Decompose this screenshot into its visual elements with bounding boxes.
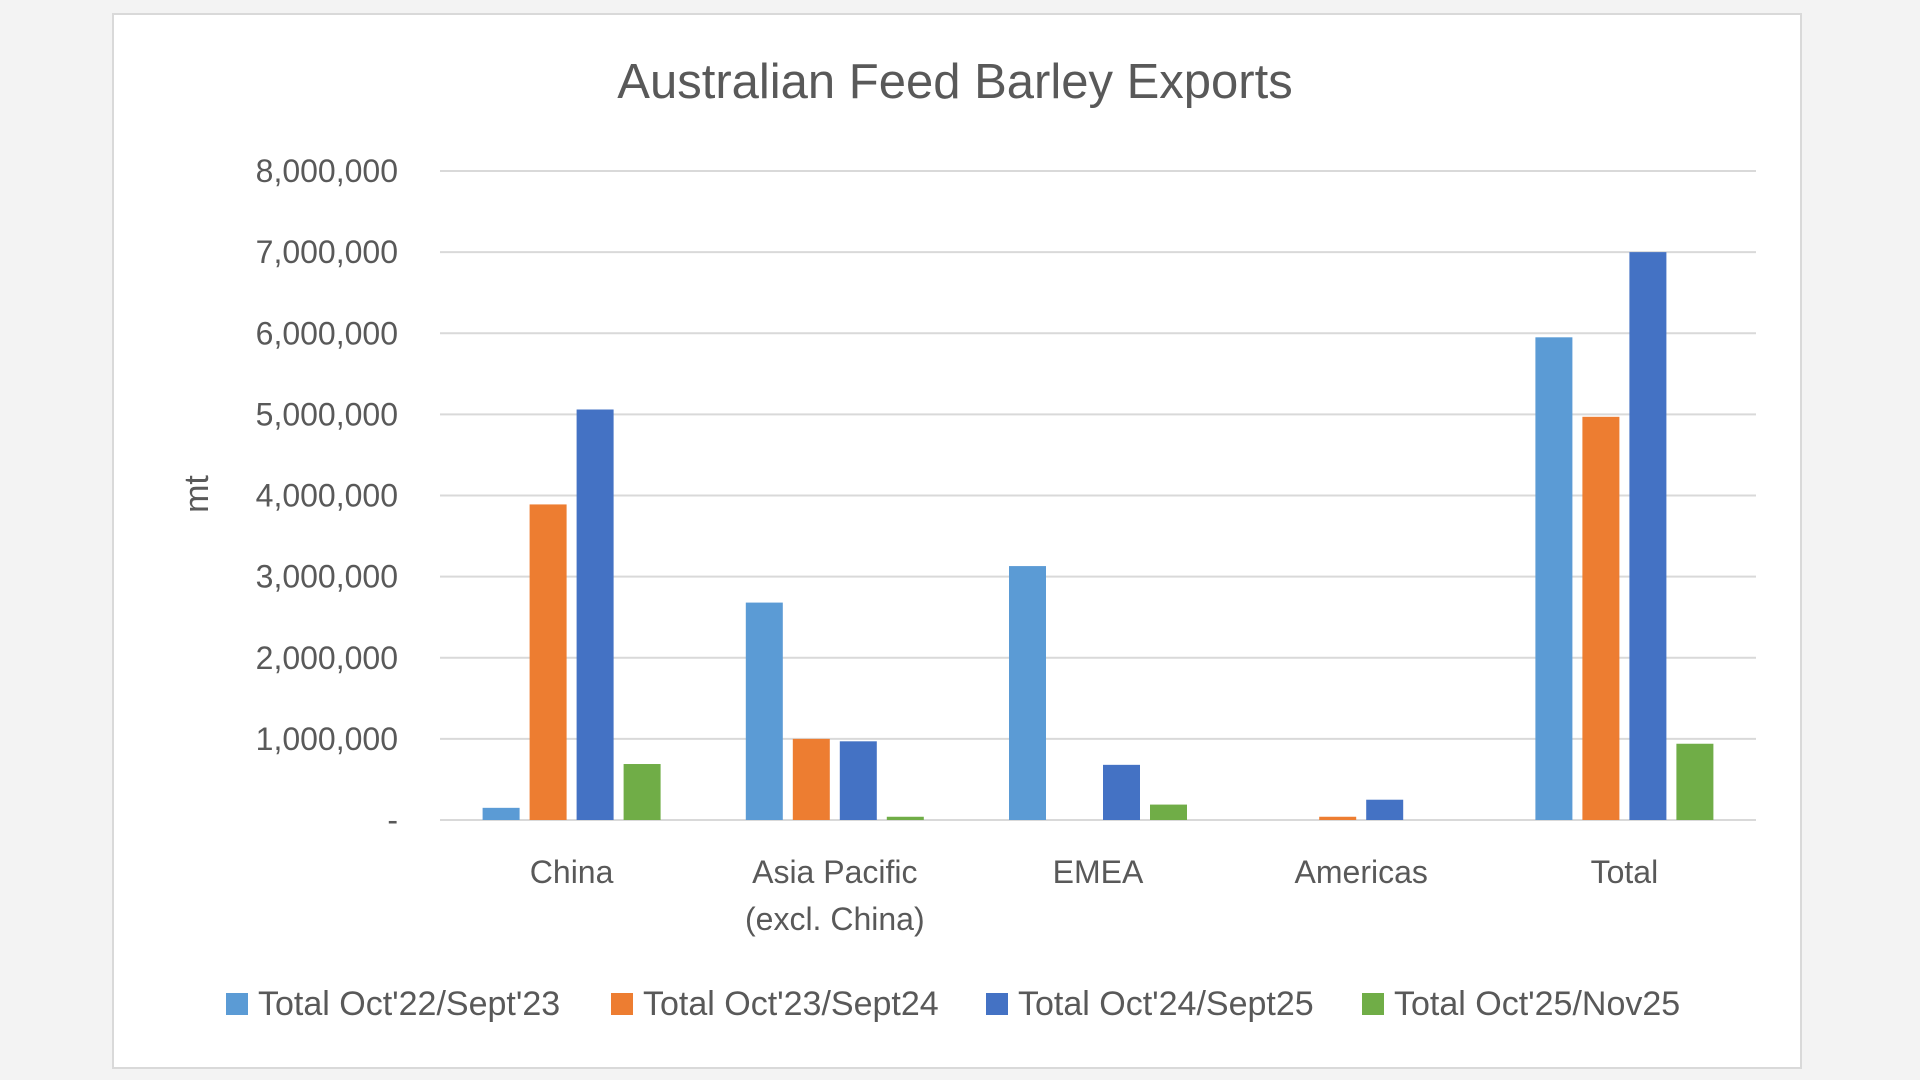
y-tick-label: -: [387, 802, 398, 838]
bar: [839, 741, 877, 820]
x-axis-categories: China Asia Pacific (excl. China) EMEA Americ…: [530, 854, 1658, 937]
bar: [623, 764, 661, 820]
legend-label: Total Oct'22/Sept'23: [258, 985, 560, 1023]
bars: [482, 252, 1714, 820]
bar: [1629, 252, 1667, 820]
chart-title: Australian Feed Barley Exports: [617, 55, 1292, 109]
bar: [792, 738, 830, 820]
bar: [1103, 764, 1140, 820]
y-tick-label: 8,000,000: [256, 153, 398, 189]
legend-label: Total Oct'24/Sept25: [1018, 985, 1314, 1023]
x-category-label: Asia Pacific: [752, 854, 917, 890]
x-category-label: (excl. China): [745, 901, 925, 937]
legend-swatch: [611, 993, 633, 1015]
legend-swatch: [226, 993, 248, 1015]
x-category-label: EMEA: [1053, 854, 1144, 890]
y-axis-ticks: - 1,000,000 2,000,000 3,000,000 4,000,000 5,0…: [256, 153, 398, 838]
legend-swatch: [1362, 993, 1384, 1015]
legend-label: Total Oct'25/Nov25: [1394, 985, 1680, 1023]
x-category-label: Total: [1591, 854, 1659, 890]
y-tick-label: 1,000,000: [256, 721, 398, 757]
bar: [529, 504, 567, 820]
y-tick-label: 2,000,000: [256, 640, 398, 676]
chart-area[interactable]: [112, 13, 1802, 1069]
y-tick-label: 7,000,000: [256, 234, 398, 270]
bar: [576, 409, 614, 820]
y-tick-label: 6,000,000: [256, 315, 398, 351]
bar: [1319, 816, 1357, 820]
y-axis-title: mt: [178, 475, 216, 513]
legend: Total Oct'22/Sept'23 Total Oct'23/Sept24 T…: [226, 985, 1680, 1023]
bar: [886, 816, 924, 820]
y-tick-label: 3,000,000: [256, 559, 398, 595]
y-tick-label: 5,000,000: [256, 396, 398, 432]
bar: [1582, 416, 1620, 820]
legend-label: Total Oct'23/Sept24: [643, 985, 939, 1023]
bar: [482, 807, 520, 820]
y-tick-label: 4,000,000: [256, 478, 398, 514]
bar: [1009, 566, 1046, 820]
bar: [1535, 337, 1573, 820]
x-category-label: Americas: [1295, 854, 1428, 890]
x-category-label: China: [530, 854, 614, 890]
bar: [1150, 804, 1187, 820]
legend-swatch: [986, 993, 1008, 1015]
bar: [1676, 743, 1714, 820]
bar: [1366, 799, 1404, 820]
bar: [745, 602, 783, 820]
